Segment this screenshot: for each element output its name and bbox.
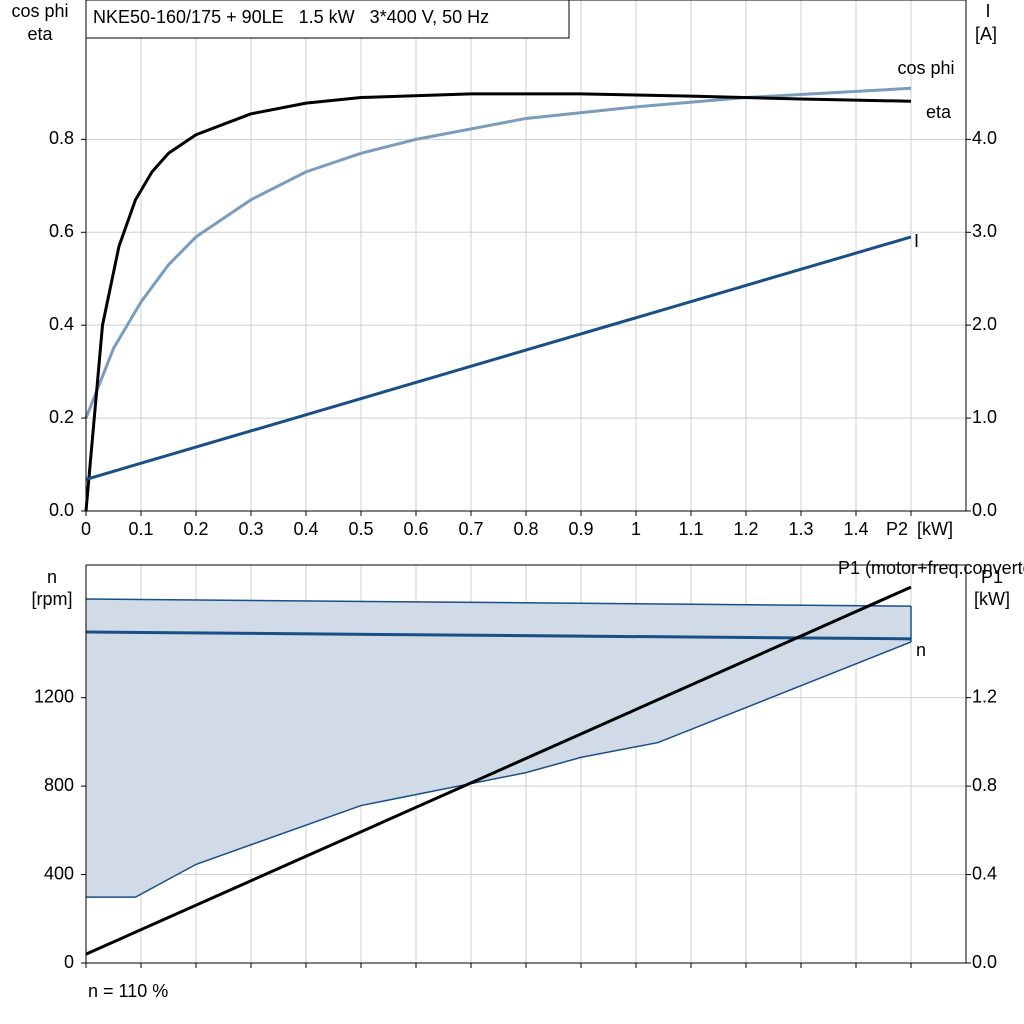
series-line (85, 630, 912, 641)
x-tick-label: 0.1 (128, 519, 153, 539)
y-tick-label: 0.4 (49, 314, 74, 334)
y-tick-label: 0.2 (49, 407, 74, 427)
x-tick-label: 0.3 (238, 519, 263, 539)
y-tick-label: 0.0 (49, 500, 74, 520)
y-tick-label: 1200 (34, 686, 74, 706)
x-tick-label: 0.8 (513, 519, 538, 539)
x-tick-label: 0 (81, 519, 91, 539)
series-line (85, 585, 912, 956)
y2-tick-label: 0.0 (972, 952, 997, 972)
x-tick-label: 1 (631, 519, 641, 539)
x-tick-label: 1.3 (788, 519, 813, 539)
y2-tick-label: 2.0 (972, 314, 997, 334)
x-tick-label: 0.9 (568, 519, 593, 539)
series-line (85, 235, 912, 481)
y2-axis-label: I (985, 1, 990, 21)
y-axis-label: [rpm] (31, 589, 72, 609)
y2-tick-label: 0.4 (972, 863, 997, 883)
y-axis-label: eta (27, 24, 53, 44)
y2-axis-label: P1 (981, 567, 1003, 587)
y-tick-label: 400 (44, 863, 74, 883)
x-tick-label: 0.5 (348, 519, 373, 539)
y-axis-label: cos phi (11, 1, 68, 21)
x-tick-label: 0.7 (458, 519, 483, 539)
x-tick-label: 0.4 (293, 519, 318, 539)
y2-tick-label: 0.8 (972, 775, 997, 795)
series-line (84, 86, 912, 419)
y2-tick-label: 3.0 (972, 221, 997, 241)
series-line (84, 92, 912, 512)
x-tick-label: 1.1 (678, 519, 703, 539)
y-tick-label: 0.8 (49, 128, 74, 148)
y-tick-label: 0 (64, 952, 74, 972)
y2-tick-label: 1.0 (972, 407, 997, 427)
range-area (86, 599, 911, 898)
range-upper (85, 598, 912, 607)
x-axis-label: [kW] (917, 519, 953, 539)
footnote: n = 110 % (88, 981, 168, 1001)
x-tick-label: 0.2 (183, 519, 208, 539)
series-label: n (916, 640, 926, 660)
y2-tick-label: 1.2 (972, 686, 997, 706)
title-box (85, 0, 570, 39)
y-tick-label: 800 (44, 775, 74, 795)
range-lower (86, 641, 912, 898)
chart-title: NKE50-160/175 + 90LE 1.5 kW 3*400 V, 50 … (93, 7, 489, 27)
series-label: P1 (motor+freq.converter) (838, 558, 1024, 578)
y2-axis-label: [A] (975, 24, 997, 44)
y2-tick-label: 4.0 (972, 128, 997, 148)
series-label: cos phi (897, 58, 954, 78)
series-label: I (914, 231, 919, 251)
x-tick-label: 0.6 (403, 519, 428, 539)
x-tick-label: 1.2 (733, 519, 758, 539)
y-tick-label: 0.6 (49, 221, 74, 241)
y2-tick-label: 0.0 (972, 500, 997, 520)
x-tick-label: P2 (886, 519, 908, 539)
series-label: eta (926, 102, 952, 122)
x-tick-label: 1.4 (843, 519, 868, 539)
y-axis-label: n (47, 567, 57, 587)
y2-axis-label: [kW] (974, 589, 1010, 609)
